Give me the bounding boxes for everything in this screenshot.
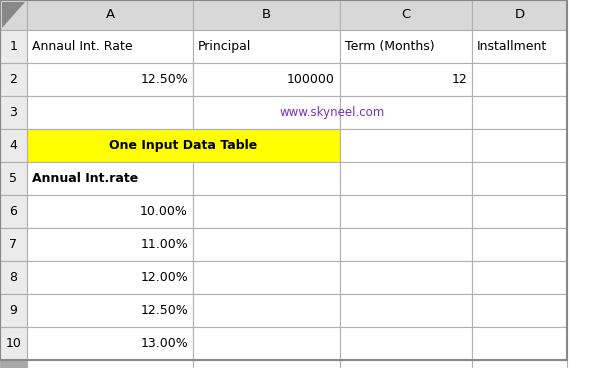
Bar: [472, 360, 567, 368]
Bar: [340, 30, 472, 63]
Bar: [27, 0, 193, 30]
Text: Installment: Installment: [477, 40, 547, 53]
Text: Principal: Principal: [198, 40, 251, 53]
Bar: [27, 96, 193, 129]
Bar: [472, 195, 567, 228]
Text: 12.50%: 12.50%: [140, 73, 188, 86]
Text: Annaul Int. Rate: Annaul Int. Rate: [32, 40, 133, 53]
Bar: [472, 30, 567, 63]
Bar: [193, 0, 340, 30]
Bar: [0, 360, 27, 368]
Bar: [27, 162, 193, 195]
Bar: [340, 195, 472, 228]
Bar: [340, 228, 472, 261]
Bar: [472, 327, 567, 360]
Text: 12.00%: 12.00%: [140, 271, 188, 284]
Text: 10.00%: 10.00%: [140, 205, 188, 218]
Text: 100000: 100000: [287, 73, 335, 86]
Bar: [472, 261, 567, 294]
Bar: [193, 294, 340, 327]
Bar: [340, 96, 472, 129]
Bar: [340, 327, 472, 360]
Text: 7: 7: [10, 238, 17, 251]
Bar: [472, 162, 567, 195]
Bar: [340, 0, 472, 30]
Bar: [0, 195, 27, 228]
Text: Term (Months): Term (Months): [345, 40, 434, 53]
Bar: [27, 360, 193, 368]
Text: 5: 5: [10, 172, 17, 185]
Bar: [27, 294, 193, 327]
Text: www.skyneel.com: www.skyneel.com: [280, 106, 385, 119]
Bar: [0, 30, 27, 63]
Bar: [0, 261, 27, 294]
Bar: [0, 129, 27, 162]
Text: D: D: [514, 8, 524, 21]
Bar: [0, 162, 27, 195]
Text: 2: 2: [10, 73, 17, 86]
Bar: [472, 63, 567, 96]
Text: 11.00%: 11.00%: [140, 238, 188, 251]
Bar: [340, 129, 472, 162]
Bar: [340, 162, 472, 195]
Bar: [340, 261, 472, 294]
Bar: [27, 327, 193, 360]
Bar: [27, 261, 193, 294]
Bar: [193, 162, 340, 195]
Bar: [472, 294, 567, 327]
Bar: [0, 63, 27, 96]
Bar: [0, 228, 27, 261]
Bar: [472, 0, 567, 30]
Bar: [193, 327, 340, 360]
Bar: [340, 63, 472, 96]
Bar: [0, 96, 27, 129]
Bar: [472, 228, 567, 261]
Bar: [0, 327, 27, 360]
Polygon shape: [2, 2, 25, 28]
Bar: [193, 228, 340, 261]
Bar: [340, 294, 472, 327]
Text: 6: 6: [10, 205, 17, 218]
Bar: [27, 63, 193, 96]
Bar: [193, 63, 340, 96]
Bar: [0, 0, 27, 30]
Bar: [193, 261, 340, 294]
Bar: [340, 360, 472, 368]
Bar: [472, 129, 567, 162]
Text: 10: 10: [5, 337, 22, 350]
Bar: [472, 96, 567, 129]
Text: 13.00%: 13.00%: [140, 337, 188, 350]
Text: One Input Data Table: One Input Data Table: [109, 139, 257, 152]
Text: 4: 4: [10, 139, 17, 152]
Text: 9: 9: [10, 304, 17, 317]
Bar: [27, 30, 193, 63]
Bar: [0, 294, 27, 327]
Text: A: A: [106, 8, 115, 21]
Text: 12: 12: [451, 73, 467, 86]
Bar: [193, 30, 340, 63]
Bar: [27, 129, 340, 162]
Text: 1: 1: [10, 40, 17, 53]
Bar: [27, 195, 193, 228]
Bar: [193, 96, 340, 129]
Bar: [193, 360, 340, 368]
Bar: [193, 195, 340, 228]
Bar: [27, 228, 193, 261]
Text: C: C: [401, 8, 410, 21]
Text: 8: 8: [10, 271, 17, 284]
Text: 3: 3: [10, 106, 17, 119]
Text: Annual Int.rate: Annual Int.rate: [32, 172, 138, 185]
Text: B: B: [262, 8, 271, 21]
Text: 12.50%: 12.50%: [140, 304, 188, 317]
